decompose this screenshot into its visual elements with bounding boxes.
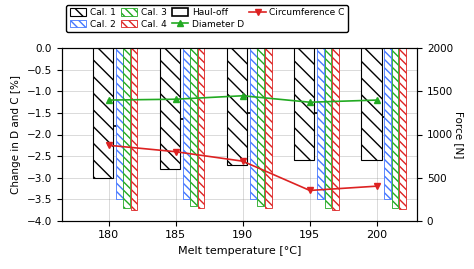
Bar xyxy=(325,48,331,208)
Bar xyxy=(399,48,406,208)
Bar xyxy=(97,48,121,126)
Bar xyxy=(384,48,391,199)
Bar xyxy=(191,48,197,206)
Legend: Cal. 1, Cal. 2, Cal. 3, Cal. 4, Haul-off, Diameter D, Circumference C: Cal. 1, Cal. 2, Cal. 3, Cal. 4, Haul-off… xyxy=(66,5,348,32)
Bar xyxy=(362,48,382,160)
Bar xyxy=(332,48,338,210)
Bar xyxy=(228,48,247,165)
Bar xyxy=(116,48,123,199)
Bar xyxy=(183,48,190,199)
Bar xyxy=(250,48,257,199)
Bar xyxy=(131,48,137,210)
Bar xyxy=(164,48,188,119)
Y-axis label: Change in D and C [%]: Change in D and C [%] xyxy=(11,75,21,194)
Bar xyxy=(392,48,398,208)
Bar xyxy=(93,48,113,178)
Bar xyxy=(160,48,180,169)
Bar xyxy=(365,48,389,117)
Y-axis label: Force [N]: Force [N] xyxy=(454,111,464,158)
Bar xyxy=(257,48,264,206)
Bar xyxy=(231,48,255,113)
Bar xyxy=(317,48,324,199)
Bar xyxy=(198,48,204,208)
Bar xyxy=(123,48,130,208)
Bar xyxy=(265,48,272,208)
X-axis label: Melt temperature [°C]: Melt temperature [°C] xyxy=(178,246,301,256)
Bar xyxy=(294,48,314,160)
Bar xyxy=(298,48,322,113)
